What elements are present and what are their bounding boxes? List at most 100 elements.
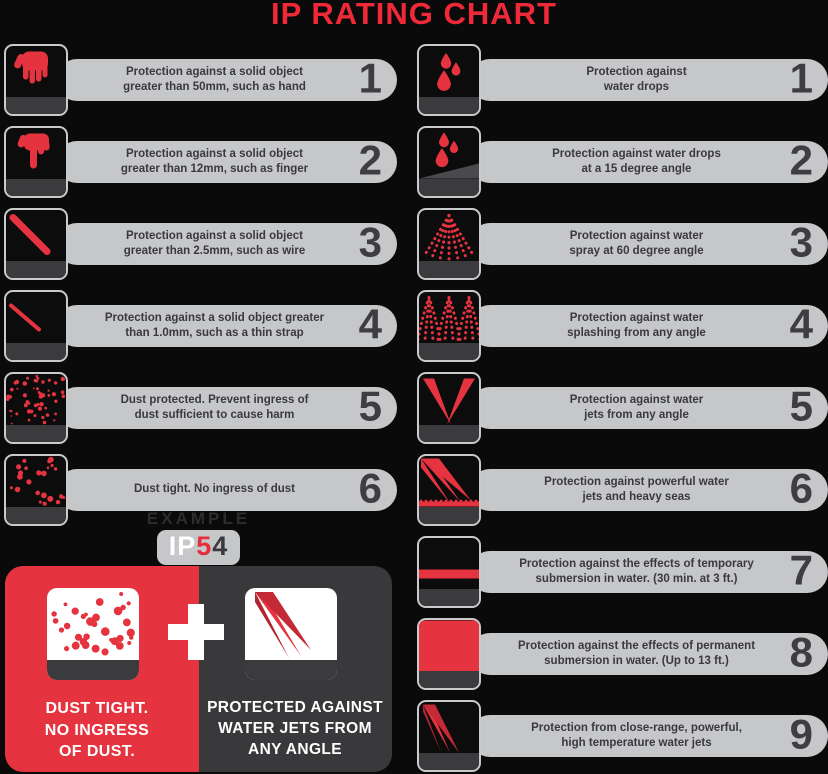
rating-pill: Protection against a solid object greate… — [56, 54, 397, 102]
rating-number: 8 — [789, 628, 813, 676]
tile-base — [419, 179, 479, 196]
tile-base — [245, 660, 337, 680]
example-label: EXAMPLE — [146, 509, 251, 528]
tile-base — [419, 507, 479, 524]
rating-number: 3 — [789, 218, 813, 266]
rating-icon-tile — [417, 618, 481, 690]
rating-icon-tile — [4, 126, 68, 198]
rating-text: Protection against water spray at 60 deg… — [569, 229, 704, 257]
example-card: DUST TIGHT. NO INGRESS OF DUST. PROTECTE… — [5, 566, 392, 772]
rating-text: Protection against a solid object greate… — [104, 311, 325, 339]
rating-pill: Protection against powerful water jets a… — [469, 464, 828, 512]
rating-row: Protection against water spray at 60 deg… — [0, 208, 828, 280]
tile-base — [419, 425, 479, 442]
rating-pill: Protection against water drops at a 15 d… — [469, 136, 828, 184]
rating-row: Protection against water drops 1 — [0, 44, 828, 116]
rating-row: Protection against the effects of tempor… — [0, 536, 828, 608]
rating-text: Protection against water splashing from … — [567, 311, 706, 339]
rating-pill: Protection against water jets from any a… — [469, 382, 828, 430]
rating-number: 5 — [358, 382, 382, 430]
rating-row: Protection against a solid object greate… — [0, 208, 828, 280]
rating-icon-tile — [4, 372, 68, 444]
rating-text: Protection against water jets from any a… — [569, 393, 704, 421]
rating-row: Protection against a solid object greate… — [0, 126, 828, 198]
rating-row: Protection against powerful water jets a… — [0, 454, 828, 526]
rating-text: Protection against powerful water jets a… — [544, 475, 729, 503]
rating-pill: Protection against a solid object greate… — [56, 300, 397, 348]
rating-number: 2 — [358, 136, 382, 184]
rating-row: Protection against a solid object greate… — [0, 290, 828, 362]
rating-pill: Protection against water drops 1 — [469, 54, 828, 102]
rating-row: Protection against a solid object greate… — [0, 44, 828, 116]
tile-base — [6, 261, 66, 278]
rating-icon-tile — [4, 290, 68, 362]
tile-base — [419, 753, 479, 770]
rating-number: 1 — [789, 54, 813, 102]
tile-base — [419, 97, 479, 114]
tile-base — [419, 589, 479, 606]
rating-icon-tile — [4, 454, 68, 526]
example-liquid-text: PROTECTED AGAINST WATER JETS FROM ANY AN… — [207, 699, 383, 758]
page-title: IP RATING CHART — [271, 0, 557, 31]
rating-pill: Protection against water splashing from … — [469, 300, 828, 348]
rating-number: 6 — [358, 464, 382, 512]
rating-pill: Protection from close-range, powerful, h… — [469, 710, 828, 758]
rating-icon-tile — [417, 536, 481, 608]
rating-icon-tile — [4, 208, 68, 280]
rating-row: Protection against water splashing from … — [0, 290, 828, 362]
rating-row: Dust tight. No ingress of dust 6 — [0, 454, 828, 526]
rating-text: Protection from close-range, powerful, h… — [531, 721, 742, 749]
example-waterjet-tile — [245, 588, 337, 680]
rating-text: Protection against a solid object greate… — [123, 229, 306, 257]
ip-code-badge-wrap: IP54 — [5, 530, 392, 565]
rating-text: Protection against the effects of perman… — [517, 639, 756, 667]
rating-icon-tile — [417, 700, 481, 772]
tile-base — [419, 261, 479, 278]
example-dust-tile — [47, 588, 139, 680]
rating-icon-tile — [417, 126, 481, 198]
rating-text: Protection against the effects of tempor… — [519, 557, 754, 585]
rating-number: 2 — [789, 136, 813, 184]
rating-pill: Protection against a solid object greate… — [56, 136, 397, 184]
tile-base — [419, 671, 479, 688]
tile-base — [6, 507, 66, 524]
rating-number: 6 — [789, 464, 813, 512]
tile-base — [6, 343, 66, 360]
ip-liquid-digit: 4 — [212, 531, 229, 561]
tile-base — [6, 179, 66, 196]
ip-code-badge: IP54 — [156, 530, 241, 565]
rating-text: Protection against a solid object greate… — [123, 65, 306, 93]
rating-icon-tile — [417, 44, 481, 116]
plus-icon — [168, 604, 224, 660]
tile-base — [6, 97, 66, 114]
rating-pill: Dust tight. No ingress of dust 6 — [56, 464, 397, 512]
rating-icon-tile — [417, 454, 481, 526]
rating-number: 4 — [789, 300, 813, 348]
rating-number: 5 — [789, 382, 813, 430]
rating-row: Protection from close-range, powerful, h… — [0, 700, 828, 772]
rating-number: 7 — [789, 546, 813, 594]
rating-text: Dust tight. No ingress of dust — [134, 483, 295, 496]
rating-row: Dust protected. Prevent ingress of dust … — [0, 372, 828, 444]
rating-text: Protection against water drops — [586, 65, 687, 93]
tile-base — [419, 343, 479, 360]
rating-number: 3 — [358, 218, 382, 266]
rating-pill: Protection against the effects of tempor… — [469, 546, 828, 594]
ip-prefix: IP — [168, 531, 197, 561]
rating-number: 4 — [358, 300, 382, 348]
rating-number: 1 — [358, 54, 382, 102]
rating-icon-tile — [417, 208, 481, 280]
rating-row: Protection against the effects of perman… — [0, 618, 828, 690]
rating-number: 9 — [789, 710, 813, 758]
rating-icon-tile — [4, 44, 68, 116]
ip-solid-digit: 5 — [196, 531, 213, 561]
rating-pill: Protection against the effects of perman… — [469, 628, 828, 676]
rating-row: Protection against water drops at a 15 d… — [0, 126, 828, 198]
rating-text: Protection against water drops at a 15 d… — [552, 147, 721, 175]
tile-base — [6, 425, 66, 442]
rating-text: Protection against a solid object greate… — [120, 147, 309, 175]
rating-pill: Protection against water spray at 60 deg… — [469, 218, 828, 266]
example-solid-text: DUST TIGHT. NO INGRESS OF DUST. — [44, 700, 150, 761]
tile-base — [47, 660, 139, 680]
